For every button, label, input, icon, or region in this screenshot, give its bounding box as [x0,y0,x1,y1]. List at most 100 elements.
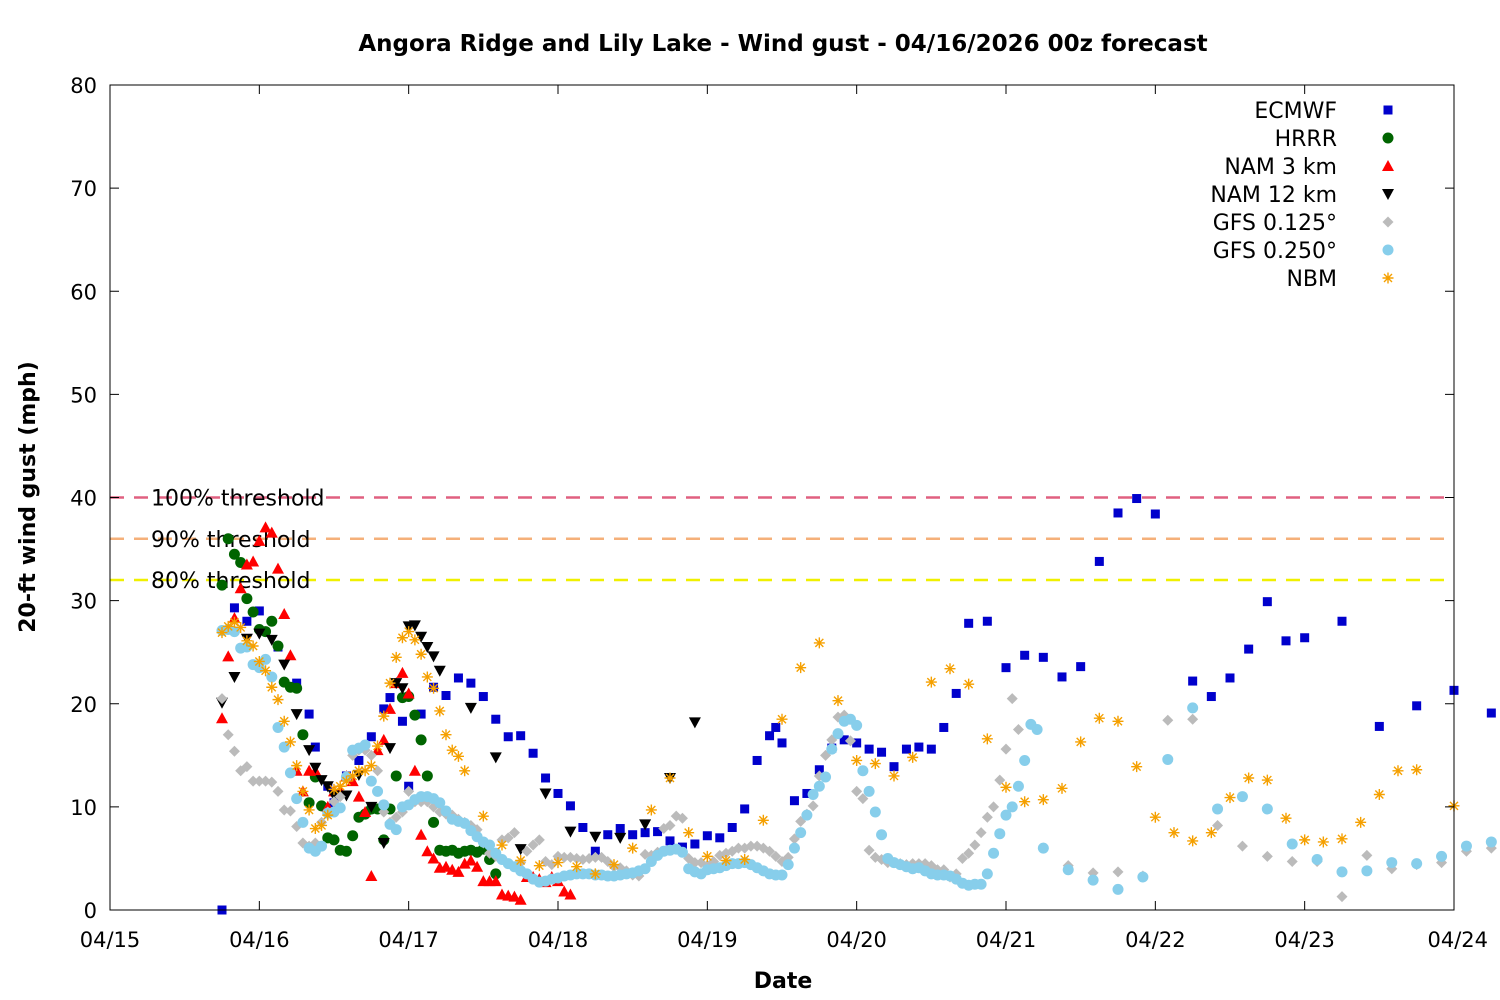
data-point [826,743,838,755]
data-point [222,729,234,741]
data-point [565,801,575,811]
legend-marker [1382,244,1394,256]
data-point [228,626,240,638]
y-tick-label: 30 [70,590,97,614]
legend-marker [1382,216,1394,228]
threshold-label: 100% threshold [151,487,325,512]
data-point [415,648,427,660]
data-point [396,666,409,678]
threshold-label: 80% threshold [151,569,311,594]
data-point [963,678,975,690]
data-point [1188,676,1198,686]
data-point [727,823,737,832]
data-point [1187,702,1199,714]
data-point [359,765,371,777]
data-point [278,608,291,620]
data-point [1336,891,1348,903]
data-point [877,747,887,757]
data-point [1300,633,1310,643]
data-point [378,710,390,722]
data-point [508,890,521,902]
data-point [1093,712,1105,724]
data-point [975,878,987,890]
data-point [1412,701,1422,711]
legend-marker [1382,189,1394,200]
data-point [645,804,657,816]
data-point [851,719,863,731]
data-point [378,799,390,811]
data-point [939,722,949,732]
data-point [265,634,278,646]
data-point [789,796,799,806]
data-point [384,702,396,714]
data-point [564,888,577,900]
data-point [864,744,874,754]
data-point [863,785,875,797]
data-point [415,828,428,840]
data-point [688,717,701,729]
data-point [459,817,471,829]
data-point [701,850,713,862]
data-point [653,827,663,837]
data-point [421,770,433,782]
data-point [1337,616,1347,626]
data-point [452,750,464,762]
data-point [316,819,328,831]
data-point [852,738,862,748]
data-point [820,771,832,783]
x-tick-label: 04/16 [229,928,290,952]
data-point [1411,858,1423,870]
data-point [340,790,353,802]
data-point [459,765,471,777]
y-tick-label: 50 [70,383,97,407]
legend-marker [1383,105,1393,115]
data-point [1062,864,1074,876]
data-point [496,839,508,851]
data-point [1094,556,1104,566]
data-point [1361,865,1373,877]
data-point [1000,809,1012,821]
data-point [925,676,937,688]
data-point [1087,874,1099,886]
data-point [1373,789,1385,800]
data-point [408,764,421,776]
data-point [278,659,291,671]
data-point [907,751,919,763]
data-point [278,741,290,753]
data-point [1374,721,1384,731]
data-point [857,793,869,805]
data-point [284,649,297,661]
data-point [1031,724,1043,736]
data-point [788,842,800,854]
data-point [1485,836,1497,848]
y-axis-label: 20-ft wind gust (mph) [16,361,41,633]
data-point [228,671,241,683]
data-point [839,735,849,745]
data-point [216,627,228,639]
data-point [253,534,266,546]
legend-label: HRRR [1275,127,1337,152]
data-point [615,824,625,834]
data-point [1261,803,1273,815]
data-point [253,655,265,667]
data-point [1012,724,1024,736]
data-point [553,788,563,798]
data-point [732,842,744,854]
data-point [272,785,284,797]
data-point [466,678,476,688]
data-point [514,844,527,856]
legend-label: NAM 12 km [1210,183,1337,208]
data-point [571,861,583,873]
data-point [757,814,769,826]
data-point [440,805,452,817]
data-point [353,765,365,777]
chart-title: Angora Ridge and Lily Lake - Wind gust -… [358,31,1207,57]
data-point [558,885,571,897]
data-point [690,839,700,849]
data-point [1236,840,1248,852]
x-tick-label: 04/17 [378,928,439,952]
data-point [1212,803,1224,815]
x-tick-label: 04/22 [1125,928,1186,952]
data-point [665,836,675,846]
data-point [814,765,824,775]
